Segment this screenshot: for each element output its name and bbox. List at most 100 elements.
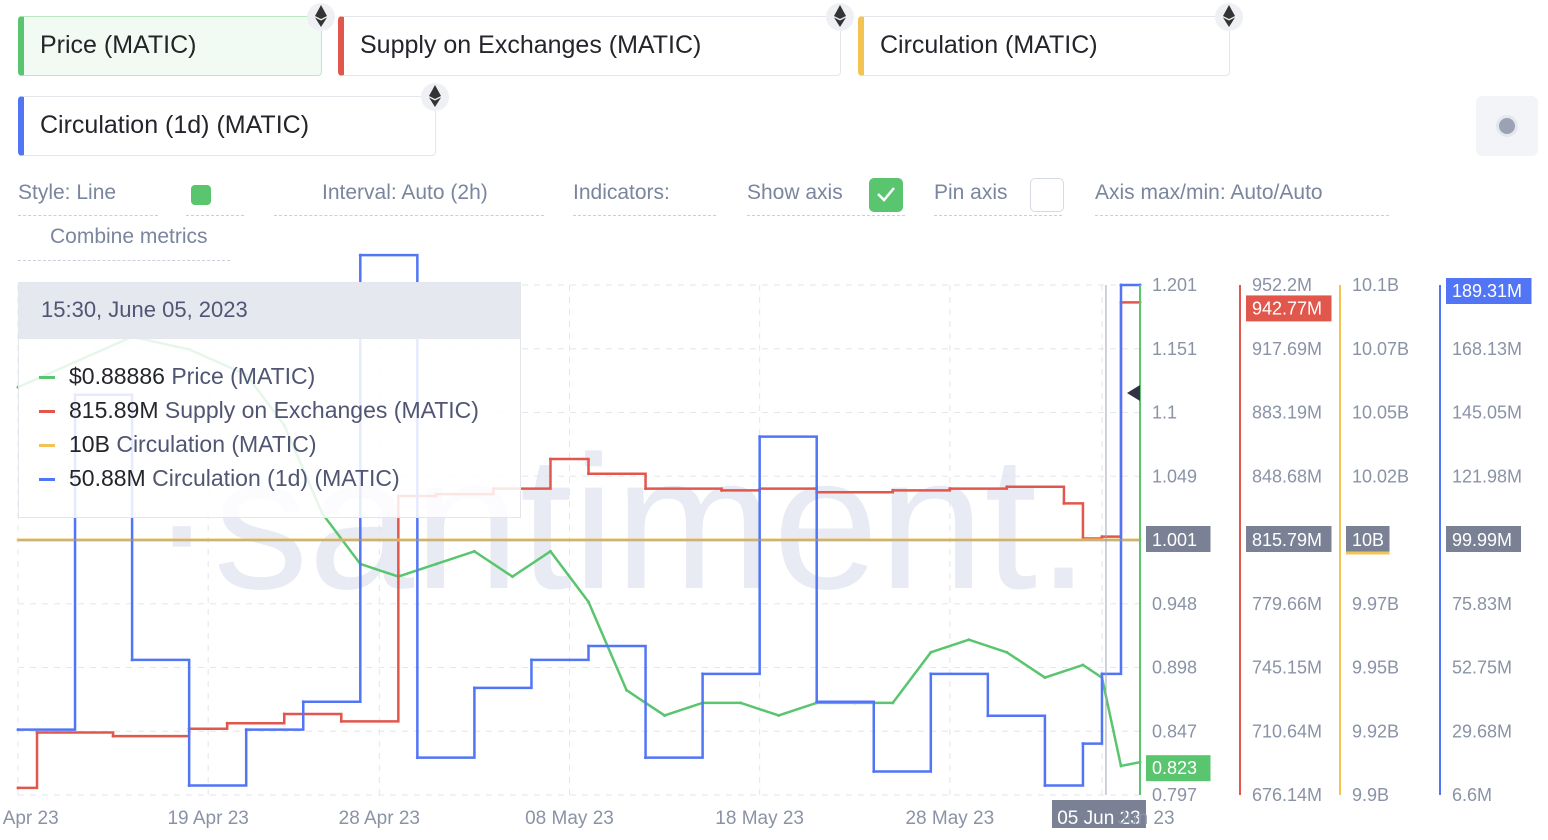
pin-axis-checkbox[interactable]: [1030, 178, 1064, 212]
series-point: [1062, 501, 1066, 505]
y-tick-label: 10.05B: [1352, 403, 1409, 423]
series-color-marker: [39, 376, 55, 380]
tooltip-label: Price (MATIC): [171, 363, 316, 389]
x-tick-highlight: [1051, 800, 1146, 828]
x-tick-label: 28 May 23: [905, 808, 994, 829]
series-point: [548, 457, 552, 461]
current-value-label: 99.99M: [1452, 530, 1512, 550]
series-point: [35, 730, 39, 734]
series-point: [339, 719, 343, 723]
y-tick-label: 883.19M: [1252, 403, 1322, 423]
tooltip-value: $0.88886: [69, 363, 165, 389]
series-point: [130, 658, 134, 662]
x-tick-label: 19 Apr 23: [167, 808, 248, 829]
series-point: [1005, 485, 1009, 489]
indicators-selector[interactable]: Indicators:: [573, 181, 670, 204]
y-tick-label: 676.14M: [1252, 785, 1322, 805]
metric-chip-supply-on-exchanges[interactable]: Supply on Exchanges (MATIC): [338, 3, 854, 76]
color-swatch[interactable]: [191, 185, 211, 205]
series-line-4: [18, 253, 1140, 787]
ethereum-icon: [307, 3, 335, 31]
series-point: [548, 549, 552, 553]
y-tick-label: 10.1B: [1352, 275, 1399, 295]
series-point: [434, 562, 438, 566]
series-point: [644, 756, 648, 760]
series-point: [663, 713, 667, 717]
series-point: [777, 713, 781, 717]
record-button[interactable]: [1476, 96, 1538, 156]
metric-chip-price[interactable]: Price (MATIC): [18, 3, 335, 76]
show-axis-checkbox[interactable]: [869, 178, 903, 212]
y-tick-label: 1.201: [1152, 275, 1197, 295]
ethereum-icon: [1215, 3, 1243, 31]
ethereum-icon: [826, 3, 854, 31]
tooltip-row: $0.88886 Price (MATIC): [39, 363, 315, 390]
tooltip-row: 815.89M Supply on Exchanges (MATIC): [39, 397, 479, 424]
x-tick-label: 28 Apr 23: [339, 808, 420, 829]
series-color-marker: [39, 410, 55, 414]
series-point: [1005, 650, 1009, 654]
y-tick-label: 848.68M: [1252, 466, 1322, 486]
series-point: [510, 575, 514, 579]
y-tick-label: 0.847: [1152, 721, 1197, 741]
metric-chip-circulation[interactable]: Circulation (MATIC): [858, 3, 1243, 76]
y-tick-label: 0.797: [1152, 785, 1197, 805]
metric-chip-label: Circulation (MATIC): [880, 31, 1098, 59]
y-tick-label: 52.75M: [1452, 658, 1512, 678]
y-tick-label: 29.68M: [1452, 721, 1512, 741]
y-tick-label: 917.69M: [1252, 339, 1322, 359]
y-tick-label: 952.2M: [1252, 275, 1312, 295]
y-tick-label: 121.98M: [1452, 466, 1522, 486]
series-point: [644, 487, 648, 491]
style-selector[interactable]: Style: Line: [18, 181, 117, 204]
y-tick-label: 145.05M: [1452, 403, 1522, 423]
last-value-tag: [1246, 295, 1332, 322]
y-tick-label: 779.66M: [1252, 594, 1322, 614]
series-color-marker: [39, 478, 55, 482]
check-icon: [877, 187, 895, 202]
series-point: [1100, 672, 1104, 676]
current-value-tag: [1146, 526, 1211, 552]
series-point: [739, 701, 743, 705]
interval-selector[interactable]: Interval: Auto (2h): [322, 181, 488, 204]
series-point: [720, 488, 724, 492]
combine-metrics-button[interactable]: Combine metrics: [50, 225, 208, 248]
series-point: [701, 672, 705, 676]
series-point: [225, 721, 229, 725]
record-dot-icon: [1496, 115, 1518, 137]
series-point: [472, 549, 476, 553]
y-tick-label: 9.92B: [1352, 721, 1399, 741]
x-tick-label: Jun 23: [1117, 808, 1174, 829]
axis-range-selector[interactable]: Axis max/min: Auto/Auto: [1095, 181, 1323, 204]
last-value-label: 189.31M: [1452, 281, 1522, 301]
y-tick-label: 0.898: [1152, 658, 1197, 678]
series-point: [415, 756, 419, 760]
current-value-label: 1.001: [1152, 530, 1197, 550]
y-tick-label: 1.049: [1152, 466, 1197, 486]
series-point: [872, 770, 876, 774]
last-value-label: 942.77M: [1252, 298, 1322, 318]
current-value-tag: [1446, 526, 1521, 552]
series-point: [529, 658, 533, 662]
y-tick-label: 1.1: [1152, 403, 1177, 423]
y-tick-label: 6.6M: [1452, 785, 1492, 805]
series-point: [358, 253, 362, 257]
x-tick-label: 08 May 23: [525, 808, 614, 829]
tooltip-label: Supply on Exchanges (MATIC): [164, 397, 479, 423]
metric-chip-label: Price (MATIC): [40, 31, 197, 59]
y-tick-label: 1.151: [1152, 339, 1197, 359]
metric-chip-label: Supply on Exchanges (MATIC): [360, 31, 702, 59]
series-point: [815, 700, 819, 704]
last-value-label: 0.823: [1152, 758, 1197, 778]
y-tick-label: 9.97B: [1352, 594, 1399, 614]
current-value-tag: [1246, 526, 1332, 552]
series-point: [891, 701, 895, 705]
series-point: [16, 786, 20, 790]
y-tick-label: 710.64M: [1252, 721, 1322, 741]
series-point: [587, 600, 591, 604]
series-point: [1043, 676, 1047, 680]
tooltip-row: 10B Circulation (MATIC): [39, 431, 317, 458]
y-tick-label: 10.02B: [1352, 466, 1409, 486]
metric-chip-circulation-1d[interactable]: Circulation (1d) (MATIC): [18, 83, 449, 156]
y-tick-label: 75.83M: [1452, 594, 1512, 614]
